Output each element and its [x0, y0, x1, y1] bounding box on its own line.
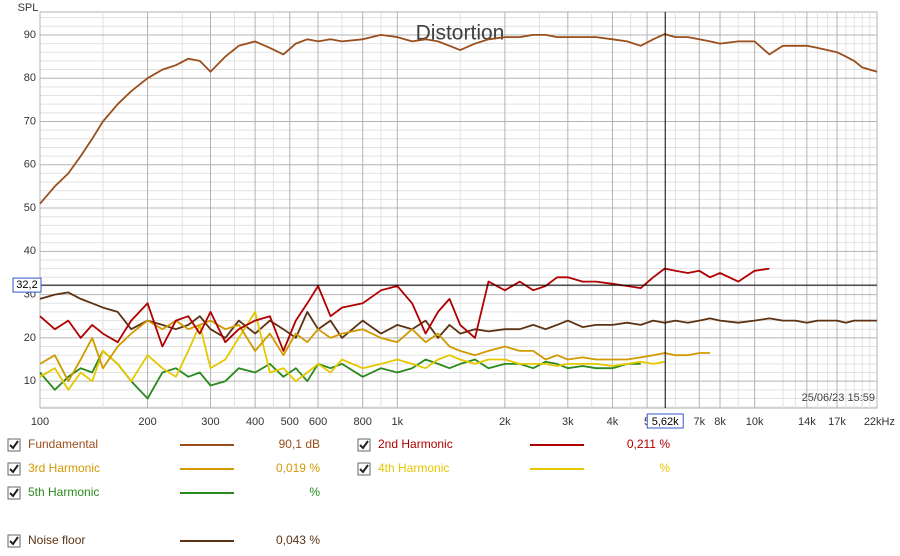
legend-name: Noise floor — [28, 533, 85, 547]
cursor-x-box — [646, 413, 684, 429]
x-tick-label: 14k — [798, 416, 816, 428]
x-tick-label: 100 — [31, 416, 49, 428]
legend-checkmark[interactable] — [359, 464, 369, 474]
y-axis-label: SPL — [18, 2, 39, 14]
x-tick-label: 500 — [281, 416, 299, 428]
x-tick-label: 7k — [693, 416, 705, 428]
legend-checkmark[interactable] — [9, 464, 19, 474]
legend-name: 4th Harmonic — [378, 461, 449, 475]
x-tick-label: 17k — [828, 416, 846, 428]
legend-readout: 0,019 % — [276, 461, 320, 475]
y-tick-label: 40 — [24, 245, 36, 257]
y-tick-label: 50 — [24, 202, 36, 214]
x-tick-label: 1k — [392, 416, 404, 428]
series-line — [39, 33, 878, 205]
legend-checkmark[interactable] — [9, 440, 19, 450]
chart-title: Distortion — [416, 22, 505, 45]
y-tick-label: 20 — [24, 332, 36, 344]
y-tick-label: 90 — [24, 29, 36, 41]
legend-checkmark[interactable] — [9, 536, 19, 546]
cursor-y-label: 32,2 — [16, 279, 37, 291]
series-line — [39, 267, 770, 352]
x-tick-label: 400 — [246, 416, 264, 428]
y-tick-label: 70 — [24, 115, 36, 127]
y-tick-label: 80 — [24, 72, 36, 84]
x-tick-label: 800 — [354, 416, 372, 428]
x-tick-label: 200 — [138, 416, 156, 428]
x-tick-label: 22kHz — [864, 416, 895, 428]
plot-area — [39, 11, 878, 409]
legend-name: 3rd Harmonic — [28, 461, 100, 475]
legend-readout: 0,043 % — [276, 533, 320, 547]
x-tick-label: 4k — [607, 416, 619, 428]
legend-readout: 0,211 % — [627, 437, 670, 451]
timestamp: 25/06/23 15:59 — [802, 392, 875, 404]
cursor-x-label: 5,62k — [652, 416, 679, 428]
legend-readout: 90,1 dB — [279, 437, 320, 451]
x-tick-label: 3k — [562, 416, 574, 428]
series-line — [39, 319, 710, 383]
x-tick-label: 2k — [499, 416, 511, 428]
legend-readout: % — [659, 461, 670, 475]
y-tick-label: 60 — [24, 159, 36, 171]
legend-checkmark[interactable] — [9, 488, 19, 498]
series-line — [39, 311, 665, 391]
legend-name: 2nd Harmonic — [378, 437, 453, 451]
cursor-y-box — [12, 277, 42, 293]
legend-name: Fundamental — [28, 437, 98, 451]
x-tick-label: 8k — [714, 416, 726, 428]
y-tick-label: 10 — [24, 375, 36, 387]
x-tick-label: 600 — [309, 416, 327, 428]
legend-readout: % — [309, 485, 320, 499]
x-tick-label: 10k — [746, 416, 764, 428]
legend-checkmark[interactable] — [359, 440, 369, 450]
legend-name: 5th Harmonic — [28, 485, 99, 499]
x-tick-label: 300 — [201, 416, 219, 428]
